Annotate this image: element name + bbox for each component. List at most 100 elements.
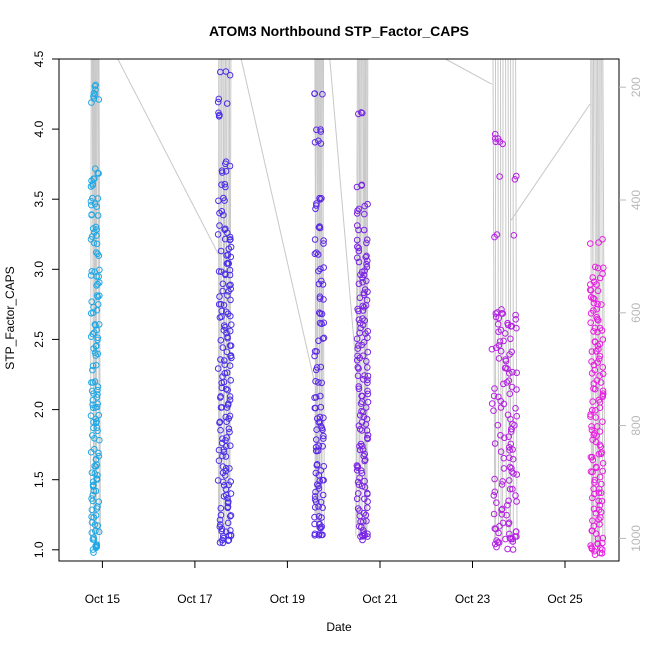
data-point — [226, 465, 233, 472]
data-point — [505, 497, 512, 505]
data-point — [90, 303, 97, 311]
data-point — [222, 486, 230, 493]
data-point — [594, 300, 601, 308]
data-point — [92, 322, 99, 329]
data-point — [317, 310, 324, 318]
data-point — [353, 335, 361, 343]
data-point — [354, 352, 361, 360]
data-point — [227, 342, 235, 350]
data-point — [88, 268, 96, 275]
data-point — [89, 225, 97, 232]
data-point — [93, 393, 101, 401]
data-point — [227, 512, 235, 519]
data-point — [358, 407, 365, 415]
data-point — [358, 109, 365, 116]
data-point — [313, 364, 321, 371]
data-point — [313, 426, 320, 434]
y2-axis: 200 400 600 800 1000 — [619, 77, 643, 552]
data-point — [361, 483, 369, 491]
data-points — [87, 68, 607, 559]
data-point — [316, 309, 323, 317]
data-point — [588, 453, 596, 461]
data-point — [88, 233, 96, 240]
data-point — [500, 400, 508, 408]
data-point — [315, 442, 323, 450]
data-point — [599, 534, 607, 542]
data-point — [215, 109, 222, 117]
data-point — [222, 385, 230, 393]
data-point — [88, 379, 95, 386]
data-point — [593, 423, 601, 430]
data-point — [221, 226, 228, 234]
data-point — [599, 336, 607, 343]
data-point — [94, 336, 101, 344]
data-point — [312, 378, 319, 385]
data-point — [358, 427, 366, 434]
data-point — [222, 308, 230, 316]
data-point — [95, 498, 103, 506]
data-point — [88, 495, 95, 502]
travel-line — [240, 58, 315, 382]
data-point — [87, 272, 95, 279]
data-point — [361, 477, 368, 485]
data-point — [490, 510, 498, 518]
data-point — [501, 330, 509, 337]
profile-line — [314, 58, 317, 515]
data-point — [317, 265, 324, 273]
data-point — [224, 310, 232, 318]
data-point — [319, 281, 327, 288]
data-point — [311, 530, 319, 538]
data-point — [591, 551, 599, 559]
data-point — [588, 406, 596, 414]
data-point — [89, 491, 97, 499]
data-point — [223, 100, 231, 107]
data-point — [363, 434, 371, 442]
data-point — [587, 319, 595, 327]
data-point — [355, 280, 363, 288]
data-point — [315, 379, 322, 386]
data-point — [587, 240, 594, 247]
data-point — [227, 253, 235, 261]
data-point — [220, 482, 228, 489]
data-point — [589, 456, 597, 464]
data-point — [89, 366, 96, 374]
data-point — [513, 386, 520, 393]
data-point — [495, 393, 502, 401]
data-point — [320, 414, 327, 422]
data-point — [89, 362, 97, 370]
data-point — [354, 254, 361, 262]
data-point — [493, 499, 500, 507]
data-point — [500, 454, 508, 462]
profile-line — [602, 58, 606, 543]
data-point — [492, 310, 500, 317]
data-point — [358, 392, 365, 400]
data-point — [318, 379, 326, 387]
data-point — [498, 505, 506, 513]
data-point — [94, 195, 102, 202]
data-point — [513, 324, 520, 332]
data-point — [221, 370, 229, 377]
data-point — [317, 403, 325, 411]
data-point — [88, 211, 95, 218]
data-point — [219, 452, 226, 460]
profile-line — [601, 58, 604, 543]
profile-line — [500, 58, 502, 548]
profile-line — [358, 58, 361, 536]
data-point — [363, 427, 371, 434]
data-point — [319, 90, 326, 98]
data-point — [496, 338, 504, 345]
data-point — [95, 321, 103, 328]
data-point — [364, 489, 371, 497]
data-point — [90, 483, 97, 490]
data-point — [364, 530, 371, 538]
data-point — [488, 345, 496, 353]
data-point — [311, 352, 318, 360]
data-point — [218, 181, 225, 188]
data-point — [89, 536, 97, 543]
profile-line — [507, 58, 510, 545]
data-point — [318, 195, 325, 202]
data-point — [214, 365, 222, 372]
data-point — [491, 130, 499, 138]
data-point — [216, 209, 223, 217]
data-point — [88, 387, 96, 395]
